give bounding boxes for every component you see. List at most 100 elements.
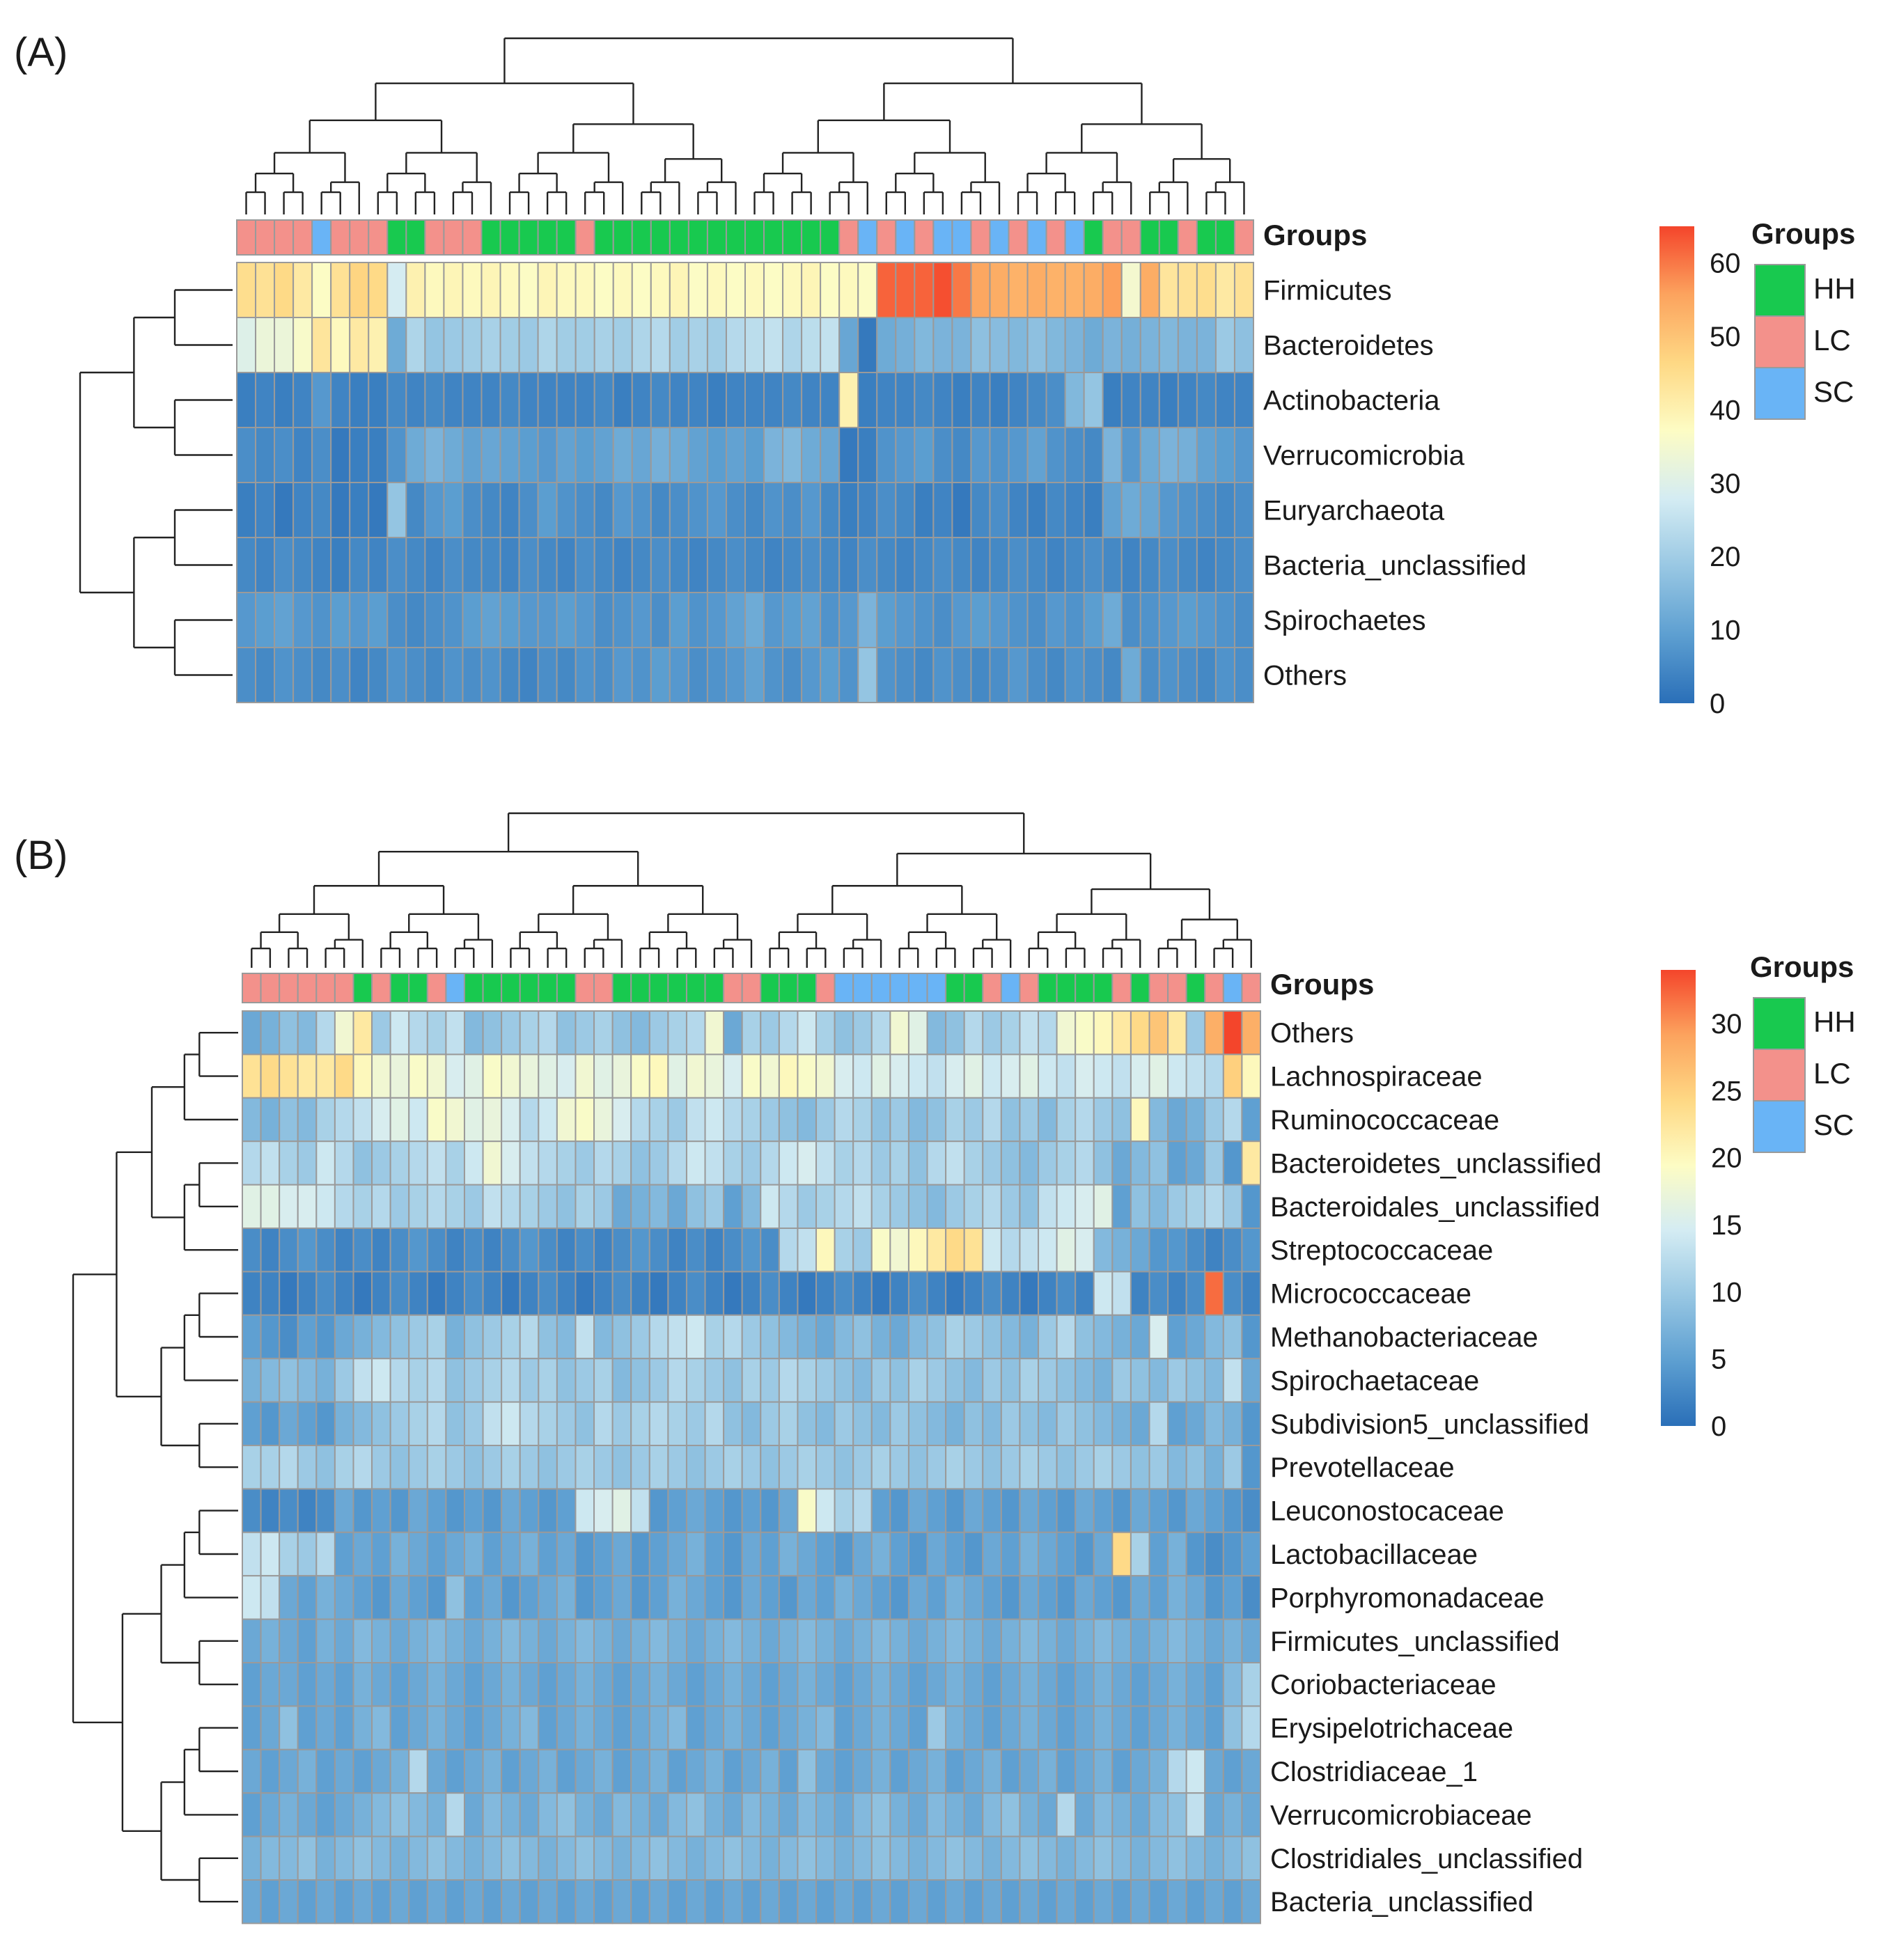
heatmap-cell — [1045, 647, 1066, 703]
heatmap-cell — [857, 537, 878, 593]
heatmap-cells — [236, 262, 1255, 703]
heatmap-cell — [1026, 592, 1047, 648]
heatmap-cell — [519, 1184, 540, 1229]
heatmap-cell — [463, 1184, 484, 1229]
heatmap-cell — [741, 1488, 762, 1533]
heatmap-cell — [951, 427, 972, 483]
heatmap-cell — [1000, 1705, 1021, 1750]
heatmap-cell — [895, 262, 916, 318]
heatmap-cell — [1102, 317, 1123, 373]
heatmap-cell — [797, 1575, 818, 1620]
heatmap-cell — [279, 1531, 299, 1577]
heatmap-cell — [1064, 372, 1085, 428]
groups-row-label: Groups — [1263, 219, 1367, 251]
heatmap-cell — [426, 1228, 447, 1273]
heatmap-cell — [1064, 262, 1085, 318]
heatmap-cell — [1148, 1140, 1169, 1186]
group-cell-hh — [650, 219, 671, 256]
heatmap-cell — [445, 1488, 465, 1533]
heatmap-cell — [242, 1401, 262, 1446]
heatmap-cell — [1241, 1705, 1262, 1750]
group-cell-hh — [1158, 219, 1179, 256]
heatmap-cell — [650, 537, 671, 593]
heatmap-cell — [575, 1835, 595, 1881]
heatmap-cell — [408, 1314, 428, 1360]
group-cell-lc — [368, 219, 389, 256]
heatmap-cell — [1045, 427, 1066, 483]
heatmap-cell — [593, 1314, 614, 1360]
heatmap-cell — [538, 1531, 558, 1577]
heatmap-cell — [852, 1835, 873, 1881]
heatmap-cell — [330, 262, 351, 318]
heatmap-cell — [611, 1097, 632, 1143]
heatmap-cell — [1241, 1010, 1262, 1056]
heatmap-cell — [870, 1662, 891, 1707]
group-cell-hh — [667, 973, 687, 1003]
heatmap-cell — [260, 1358, 281, 1403]
heatmap-cell — [1196, 537, 1217, 593]
heatmap-cell — [1102, 537, 1123, 593]
heatmap-cell — [297, 1705, 318, 1750]
heatmap-cell — [895, 592, 916, 648]
heatmap-cell — [463, 1879, 484, 1924]
heatmap-cell — [1019, 1575, 1040, 1620]
heatmap-cell — [274, 592, 295, 648]
heatmap-cell — [820, 482, 841, 538]
heatmap-cell — [279, 1445, 299, 1490]
heatmap-cell — [1241, 1531, 1262, 1577]
heatmap-cell — [463, 1662, 484, 1707]
heatmap-cell — [1130, 1271, 1150, 1316]
heatmap-cell — [445, 1618, 465, 1664]
heatmap-cell — [1130, 1792, 1150, 1837]
heatmap-cell — [297, 1097, 318, 1143]
heatmap-cell — [982, 1445, 1002, 1490]
heatmap-cell — [279, 1053, 299, 1099]
heatmap-cell — [424, 482, 445, 538]
heatmap-cell — [1139, 647, 1160, 703]
heatmap-cell — [297, 1010, 318, 1056]
heatmap-cell — [982, 1748, 1002, 1794]
heatmap-cell — [667, 1010, 687, 1056]
heatmap-cell — [575, 1184, 595, 1229]
group-cell-hh — [763, 219, 784, 256]
heatmap-cell — [1093, 1314, 1114, 1360]
heatmap-cell — [889, 1184, 909, 1229]
heatmap-cell — [255, 482, 276, 538]
heatmap-cell — [1038, 1053, 1058, 1099]
heatmap-cell — [1056, 1835, 1077, 1881]
heatmap-cell — [1214, 482, 1235, 538]
heatmap-cell — [926, 1184, 947, 1229]
heatmap-cell — [445, 1140, 465, 1186]
heatmap-cell — [870, 1010, 891, 1056]
heatmap-cell — [889, 1748, 909, 1794]
row-label: Bacteria_unclassified — [1263, 551, 1526, 581]
group-cell-lc — [371, 973, 391, 1003]
heatmap-cell — [1241, 1488, 1262, 1533]
heatmap-cell — [297, 1575, 318, 1620]
heatmap-cell — [907, 1184, 928, 1229]
heatmap-cell — [1204, 1097, 1224, 1143]
heatmap-cell — [480, 262, 501, 318]
heatmap-cell — [1177, 537, 1198, 593]
group-cell-sc — [932, 219, 953, 256]
heatmap-cell — [1185, 1488, 1206, 1533]
heatmap-cell — [255, 317, 276, 373]
heatmap-cell — [907, 1314, 928, 1360]
heatmap-cell — [687, 262, 708, 318]
heatmap-cell — [463, 1358, 484, 1403]
heatmap-cell — [389, 1445, 410, 1490]
heatmap-cell — [519, 1618, 540, 1664]
heatmap-cell — [371, 1271, 391, 1316]
heatmap-cell — [1083, 482, 1104, 538]
group-cell-sc — [1000, 973, 1021, 1003]
group-cell-lc — [260, 973, 281, 1003]
heatmap-cell — [763, 372, 784, 428]
heatmap-cell — [1038, 1445, 1058, 1490]
heatmap-cell — [426, 1705, 447, 1750]
group-cell-hh — [687, 219, 708, 256]
color-scale-tick: 20 — [1711, 1143, 1742, 1174]
heatmap-cell — [386, 262, 407, 318]
heatmap-cell — [630, 1401, 650, 1446]
heatmap-cell — [1158, 537, 1179, 593]
heatmap-cell — [1056, 1445, 1077, 1490]
